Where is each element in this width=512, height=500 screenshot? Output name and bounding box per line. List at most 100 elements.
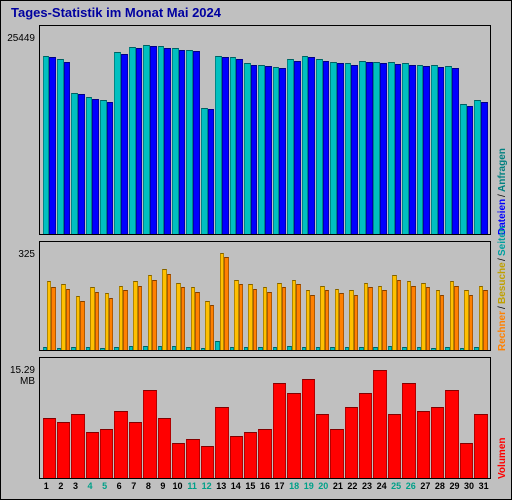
bar-dateien — [294, 61, 301, 234]
bar-dateien — [193, 51, 200, 234]
bar-volumen — [43, 418, 56, 478]
bar-rechner — [397, 280, 401, 351]
day-col — [229, 26, 243, 234]
day-col — [330, 26, 344, 234]
bar-anfragen — [359, 61, 366, 234]
day-col — [200, 26, 214, 234]
day-col — [431, 242, 445, 350]
bar-rechner — [80, 301, 84, 351]
day-col — [258, 358, 272, 478]
xaxis-tick: 24 — [374, 481, 389, 495]
bar-rechner — [368, 287, 372, 350]
bar-anfragen — [86, 97, 93, 234]
xaxis-tick: 25 — [389, 481, 404, 495]
bar-dateien — [423, 66, 430, 234]
bar-volumen — [244, 432, 257, 478]
bar-volumen — [100, 429, 113, 478]
bar-anfragen — [302, 56, 309, 234]
day-col — [416, 242, 430, 350]
bar-volumen — [359, 393, 372, 478]
stats-frame: Tages-Statistik im Monat Mai 2024 25449 … — [0, 0, 512, 500]
day-col — [143, 358, 157, 478]
day-col — [71, 358, 85, 478]
rlabels-mid: Rechner / Besuche / Seiten — [497, 241, 508, 351]
day-col — [287, 242, 301, 350]
xaxis-tick: 10 — [170, 481, 185, 495]
bar-volumen — [186, 439, 199, 478]
bar-anfragen — [143, 45, 150, 234]
day-col — [42, 26, 56, 234]
bar-volumen — [445, 390, 458, 478]
xaxis-tick: 21 — [331, 481, 346, 495]
bar-rechner — [382, 290, 386, 350]
bar-rechner — [440, 295, 444, 351]
day-col — [272, 358, 286, 478]
xaxis-tick: 6 — [112, 481, 127, 495]
xaxis-tick: 31 — [476, 481, 491, 495]
day-col — [172, 26, 186, 234]
bar-anfragen — [114, 52, 121, 234]
day-col — [186, 358, 200, 478]
day-col — [100, 358, 114, 478]
day-col — [215, 26, 229, 234]
bar-dateien — [49, 57, 56, 234]
day-col — [143, 242, 157, 350]
bar-dateien — [150, 46, 157, 234]
bar-volumen — [474, 414, 487, 478]
day-col — [373, 358, 387, 478]
xaxis-tick: 18 — [287, 481, 302, 495]
bar-dateien — [92, 99, 99, 234]
day-col — [359, 26, 373, 234]
bar-dateien — [222, 57, 229, 234]
day-col — [301, 358, 315, 478]
bar-anfragen — [373, 62, 380, 234]
bar-volumen — [417, 411, 430, 478]
bar-anfragen — [215, 56, 222, 234]
xaxis-tick: 7 — [126, 481, 141, 495]
bar-dateien — [107, 102, 114, 234]
bar-anfragen — [230, 57, 237, 234]
bar-rechner — [469, 295, 473, 351]
xaxis-tick: 16 — [258, 481, 273, 495]
bar-rechner — [51, 287, 55, 350]
day-col — [128, 26, 142, 234]
day-col — [186, 26, 200, 234]
bar-volumen — [316, 414, 329, 478]
xaxis-tick: 20 — [316, 481, 331, 495]
bar-rechner — [224, 257, 228, 350]
day-col — [402, 358, 416, 478]
day-col — [215, 242, 229, 350]
ylabel-bot: 15.29 MB — [5, 365, 35, 387]
bar-rechner — [325, 290, 329, 350]
day-col — [229, 242, 243, 350]
bar-volumen — [114, 411, 127, 478]
day-col — [373, 26, 387, 234]
bar-dateien — [452, 68, 459, 234]
day-col — [474, 358, 488, 478]
xaxis-tick: 28 — [433, 481, 448, 495]
day-col — [143, 26, 157, 234]
xaxis-tick: 8 — [141, 481, 156, 495]
day-col — [114, 242, 128, 350]
xaxis-tick: 17 — [272, 481, 287, 495]
legend-volumen: Volumen — [497, 438, 508, 479]
bar-anfragen — [316, 59, 323, 234]
day-col — [344, 358, 358, 478]
day-col — [373, 242, 387, 350]
rlabels-bot: Volumen — [497, 357, 508, 479]
day-col — [459, 242, 473, 350]
day-col — [445, 242, 459, 350]
bar-rechner — [95, 292, 99, 351]
bar-dateien — [323, 61, 330, 234]
xaxis-tick: 3 — [68, 481, 83, 495]
xaxis-tick: 15 — [243, 481, 258, 495]
day-col — [287, 358, 301, 478]
day-col — [71, 26, 85, 234]
day-col — [215, 358, 229, 478]
day-col — [445, 26, 459, 234]
bar-rechner — [210, 305, 214, 350]
day-col — [459, 358, 473, 478]
legend-besuche: Besuche — [497, 263, 508, 305]
xaxis-tick: 26 — [403, 481, 418, 495]
bar-dateien — [380, 63, 387, 234]
